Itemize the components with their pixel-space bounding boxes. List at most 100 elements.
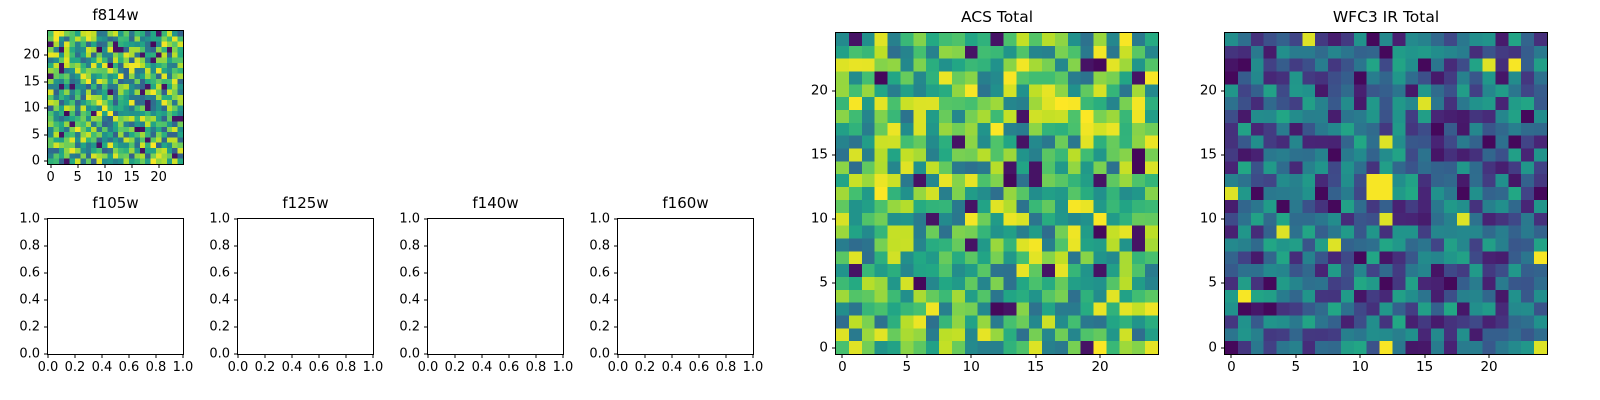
y-tick-label: 15 (810, 146, 828, 163)
x-tick-label: 0 (46, 170, 55, 185)
x-tick (427, 354, 429, 358)
subplot-title-f814w: f814w (92, 6, 139, 24)
x-tick (617, 354, 619, 358)
x-tick-label: 20 (1091, 359, 1109, 375)
y-tick-label: 0 (819, 338, 828, 355)
y-tick (44, 134, 48, 136)
y-tick-label: 0.8 (209, 238, 230, 254)
x-tick (906, 354, 908, 358)
x-tick-label: 0.4 (281, 360, 303, 375)
y-tick (424, 218, 428, 220)
x-tick (372, 354, 374, 358)
y-tick-label: 20 (1199, 82, 1217, 99)
x-tick (318, 354, 320, 358)
y-tick (614, 218, 618, 220)
y-tick (44, 81, 48, 83)
x-tick (1488, 354, 1490, 358)
x-tick (1424, 354, 1426, 358)
x-tick (841, 354, 843, 358)
y-tick-label: 10 (23, 100, 40, 116)
x-tick (508, 354, 510, 358)
x-tick (1295, 354, 1297, 358)
y-tick-label: 15 (1199, 146, 1217, 163)
x-tick-label: 0.6 (688, 360, 710, 375)
x-tick (77, 164, 79, 168)
subplot-acs-total: ACS Total 0 5 10 15 20 0 5 10 15 20 (811, 8, 1159, 374)
y-tick (44, 272, 48, 274)
x-tick-label: 5 (73, 170, 82, 185)
x-tick-label: 0.8 (715, 360, 737, 375)
x-tick-label: 10 (962, 359, 980, 375)
x-tick-label: 0.0 (227, 360, 249, 375)
heatmap-canvas-acs-total (836, 33, 1158, 354)
y-tick (44, 54, 48, 56)
subplot-title-acs-total: ACS Total (960, 8, 1034, 26)
x-tick (74, 354, 76, 358)
x-tick-label: 0.6 (498, 360, 520, 375)
x-tick-label: 1.0 (172, 360, 194, 375)
x-tick-label: 0.0 (417, 360, 439, 375)
x-tick (562, 354, 564, 358)
y-tick (424, 245, 428, 247)
y-tick-label: 5 (819, 274, 828, 291)
y-tick (44, 299, 48, 301)
y-tick-label: 0 (1208, 338, 1217, 355)
x-tick-label: 0.4 (471, 360, 493, 375)
y-tick-label: 0.0 (209, 346, 230, 362)
y-tick-label: 0.4 (19, 292, 40, 308)
subplot-wfc3-ir-total: WFC3 IR Total 0 5 10 15 20 0 5 10 15 20 (1200, 8, 1548, 374)
y-tick-label: 0.0 (589, 346, 610, 362)
y-tick-label: 1.0 (209, 211, 230, 227)
x-tick (1099, 354, 1101, 358)
x-tick-label: 0.6 (118, 360, 140, 375)
x-tick (671, 354, 673, 358)
y-tick-label: 0.2 (589, 319, 610, 335)
x-tick (47, 354, 49, 358)
y-tick (614, 299, 618, 301)
x-tick (725, 354, 727, 358)
heatmap-canvas-f814w (48, 31, 183, 164)
y-tick-label: 10 (810, 210, 828, 227)
x-tick-label: 10 (96, 170, 113, 185)
y-tick (832, 154, 836, 156)
y-tick (44, 107, 48, 109)
x-tick (291, 354, 293, 358)
y-tick-label: 0.6 (589, 265, 610, 281)
y-tick-label: 20 (23, 47, 40, 63)
y-tick (1221, 282, 1225, 284)
x-tick (970, 354, 972, 358)
x-tick-label: 0.0 (607, 360, 629, 375)
y-tick (1221, 154, 1225, 156)
y-tick (614, 245, 618, 247)
y-tick-label: 0.6 (399, 265, 420, 281)
x-tick (752, 354, 754, 358)
y-tick-label: 1.0 (399, 211, 420, 227)
x-tick-label: 1.0 (362, 360, 384, 375)
y-tick-label: 1.0 (19, 211, 40, 227)
x-tick (182, 354, 184, 358)
x-tick-label: 20 (1480, 359, 1498, 375)
y-tick (614, 326, 618, 328)
x-tick-label: 0.8 (335, 360, 357, 375)
x-tick-label: 0.6 (308, 360, 330, 375)
x-tick (535, 354, 537, 358)
y-tick-label: 0.2 (19, 319, 40, 335)
y-tick (44, 218, 48, 220)
x-tick (345, 354, 347, 358)
subplot-f814w: f814w 0 5 10 15 20 0 5 10 15 20 (23, 6, 184, 184)
y-tick (44, 326, 48, 328)
x-tick-label: 1.0 (742, 360, 764, 375)
y-tick-label: 0.4 (209, 292, 230, 308)
x-tick (131, 164, 133, 168)
y-tick-label: 0.4 (399, 292, 420, 308)
x-tick-label: 0 (1227, 359, 1236, 375)
y-tick (44, 353, 48, 355)
subplot-title-f125w: f125w (282, 194, 329, 212)
subplot-title-f105w: f105w (92, 194, 139, 212)
x-tick-label: 5 (902, 359, 912, 375)
y-tick-label: 0.6 (19, 265, 40, 281)
x-tick-label: 10 (1351, 359, 1369, 375)
x-tick-label: 0.2 (64, 360, 86, 375)
y-tick-label: 20 (810, 82, 828, 99)
